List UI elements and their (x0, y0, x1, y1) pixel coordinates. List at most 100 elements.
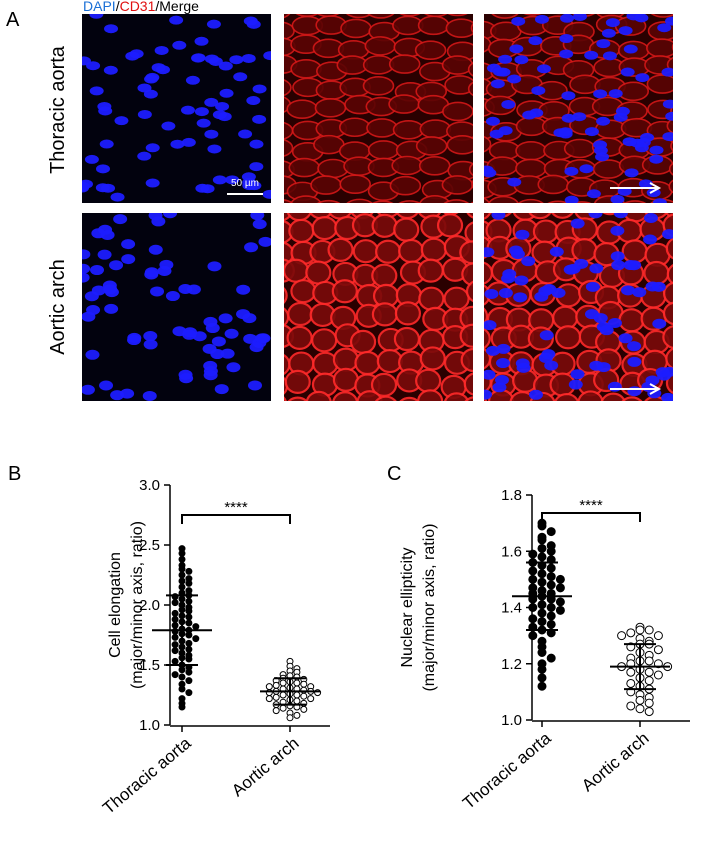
nucleus (484, 369, 496, 380)
nucleus (484, 320, 497, 331)
nucleus (651, 281, 666, 292)
cell (284, 287, 288, 304)
data-point (185, 631, 193, 639)
nucleus (89, 14, 104, 19)
cell (284, 21, 295, 41)
data-point (644, 667, 654, 677)
nucleus (220, 348, 235, 359)
nucleus (485, 116, 500, 126)
data-point (178, 555, 186, 563)
cell (571, 238, 598, 263)
cell (317, 158, 349, 179)
nucleus (521, 256, 536, 267)
nucleus (241, 53, 256, 63)
cell (446, 135, 473, 155)
nucleus (104, 24, 119, 34)
nucleus (82, 384, 95, 395)
cell (284, 396, 287, 401)
cell (374, 395, 397, 401)
data-point (279, 704, 287, 712)
nucleus (561, 113, 576, 123)
nucleus (252, 84, 267, 94)
nucleus (513, 292, 528, 303)
nucleus (82, 56, 91, 66)
nucleus (191, 53, 206, 63)
data-point (528, 614, 538, 624)
cell (332, 347, 360, 372)
data-point (171, 647, 179, 655)
nucleus (484, 288, 499, 299)
cell (484, 307, 489, 325)
data-point (537, 552, 547, 562)
nucleus (484, 165, 494, 175)
nucleus (229, 55, 244, 65)
nucleus (262, 189, 271, 199)
nucleus (538, 352, 553, 363)
data-point (546, 611, 556, 621)
cell (366, 118, 398, 138)
nucleus (623, 260, 638, 271)
micrograph (484, 14, 673, 203)
nucleus (236, 309, 251, 320)
nucleus (610, 225, 625, 236)
nucleus (97, 249, 112, 260)
nucleus (652, 198, 667, 203)
data-point (537, 664, 547, 674)
nucleus (95, 183, 110, 193)
cell (665, 237, 673, 260)
cell (288, 157, 321, 178)
nucleus (114, 116, 129, 126)
cell (375, 239, 402, 264)
data-point (178, 571, 186, 579)
nucleus (109, 260, 124, 271)
nucleus (529, 108, 544, 118)
y-axis-label: Nuclear ellipticity (399, 547, 416, 667)
data-point (537, 543, 547, 553)
nucleus (203, 316, 218, 327)
cell (314, 98, 347, 118)
cell (284, 369, 311, 395)
cell (668, 162, 673, 176)
x-tick-label: Aortic arch (228, 734, 302, 801)
data-point (171, 621, 179, 629)
data-point (185, 613, 193, 621)
significance-bracket (541, 512, 641, 522)
nucleus (151, 63, 166, 73)
nucleus (564, 195, 579, 203)
nucleus (584, 50, 599, 60)
cell (332, 391, 359, 401)
data-point (644, 707, 654, 717)
nucleus (515, 229, 530, 240)
nucleus (202, 343, 217, 354)
data-point (300, 692, 308, 700)
nucleus (204, 129, 219, 139)
nucleus (249, 139, 264, 149)
row-label: Aortic arch (47, 259, 69, 355)
data-point (528, 631, 538, 641)
nucleus (570, 369, 585, 380)
nucleus (82, 263, 91, 274)
cell (670, 140, 673, 152)
cell (460, 347, 473, 373)
cell (464, 221, 473, 245)
nucleus (566, 263, 581, 274)
nucleus (514, 55, 529, 65)
nucleus (593, 313, 608, 324)
cell (346, 198, 373, 203)
data-point (178, 685, 186, 693)
data-point (178, 666, 186, 674)
data-point (635, 695, 645, 705)
data-point (192, 635, 200, 643)
nucleus (195, 183, 210, 193)
nucleus (225, 175, 240, 185)
cell (371, 213, 398, 238)
nucleus (618, 333, 633, 344)
y-tick-label: 2.0 (139, 597, 160, 614)
data-point (653, 670, 663, 680)
cell (459, 240, 473, 265)
data-point (286, 714, 294, 722)
cell (665, 347, 673, 370)
cell (577, 390, 604, 401)
nucleus (207, 144, 222, 154)
stain: / (116, 0, 120, 14)
